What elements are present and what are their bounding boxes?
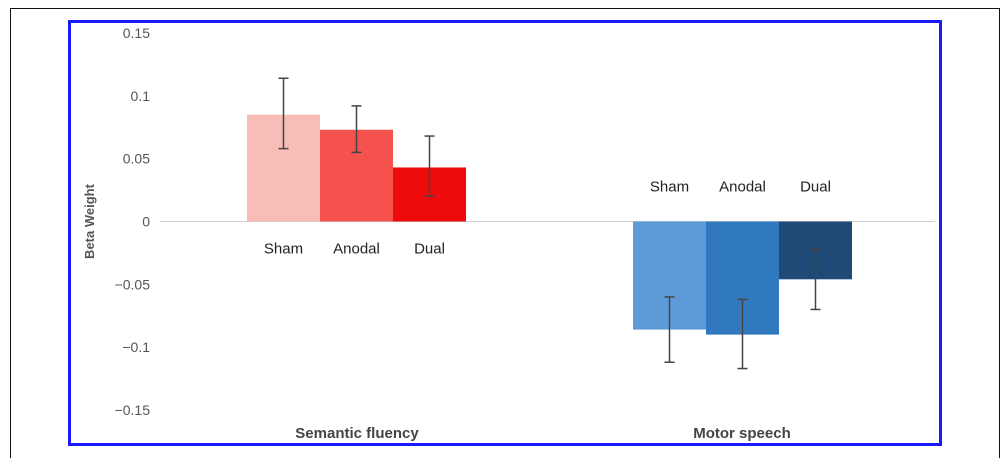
y-tick-label: −0.15: [115, 402, 151, 418]
bar-label: Sham: [650, 179, 689, 196]
y-tick-label: 0.1: [131, 88, 151, 104]
bar-label: Dual: [414, 241, 445, 258]
y-axis-title: Beta Weight: [82, 183, 97, 259]
y-tick-label: 0.05: [123, 151, 150, 167]
bars: [247, 77, 852, 370]
bar-label: Anodal: [333, 241, 380, 258]
y-tick-label: 0.15: [123, 25, 150, 41]
category-label: Semantic fluency: [295, 425, 419, 442]
bar-label: Sham: [264, 241, 303, 258]
y-axis-ticks: 0.15 0.1 0.05 0 −0.05 −0.1 −0.15: [115, 25, 151, 418]
y-tick-label: −0.1: [122, 339, 150, 355]
bar-label: Anodal: [719, 179, 766, 196]
y-tick-label: 0: [142, 214, 150, 230]
figure-outer-frame: [10, 8, 1000, 458]
bar-label: Dual: [800, 179, 831, 196]
category-label: Motor speech: [693, 425, 791, 442]
bar-labels: Sham Anodal Dual Semantic fluency Sham Anodal…: [264, 179, 831, 443]
y-tick-label: −0.05: [115, 276, 151, 292]
